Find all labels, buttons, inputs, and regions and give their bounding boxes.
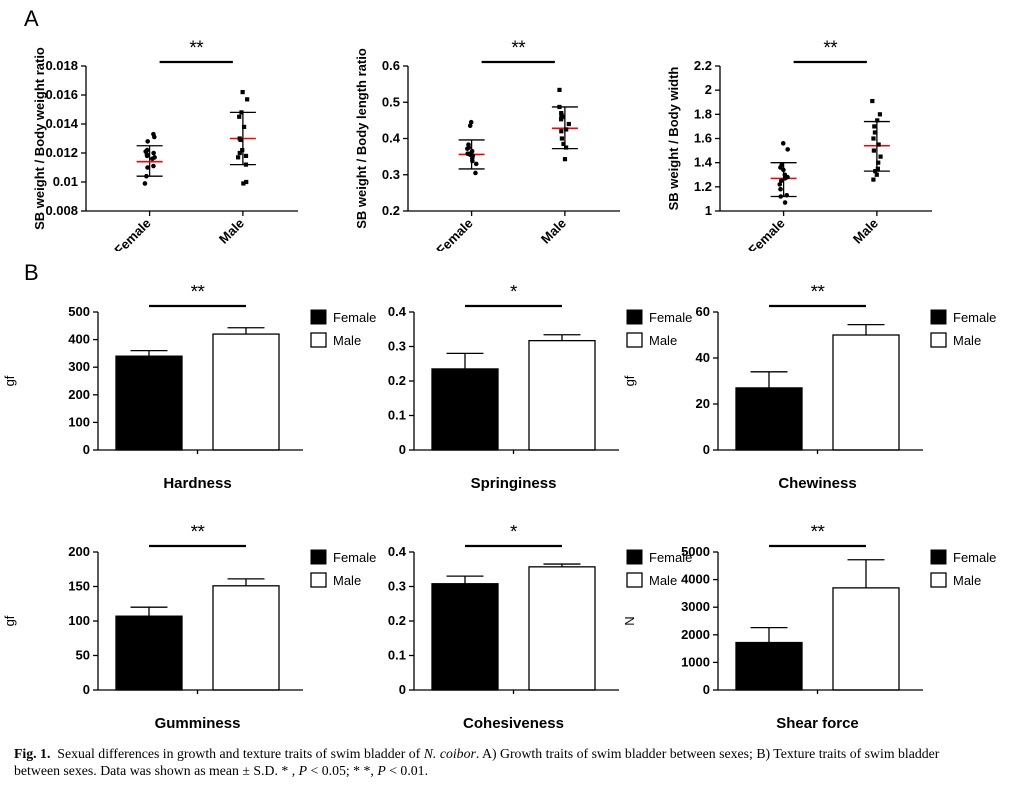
svg-text:0: 0 [399, 682, 406, 697]
svg-text:5000: 5000 [681, 544, 710, 559]
svg-text:Male: Male [850, 216, 881, 247]
svg-text:Male: Male [953, 333, 981, 348]
svg-text:Hardness: Hardness [163, 475, 231, 492]
svg-text:0: 0 [399, 442, 406, 457]
svg-text:Male: Male [216, 216, 247, 247]
svg-text:1.6: 1.6 [694, 131, 712, 146]
svg-text:SB weight / Body width: SB weight / Body width [666, 67, 681, 211]
svg-text:Female: Female [953, 310, 996, 325]
svg-text:**: ** [511, 38, 526, 59]
svg-text:0: 0 [83, 442, 90, 457]
svg-text:1: 1 [705, 203, 712, 218]
svg-text:200: 200 [68, 544, 90, 559]
svg-text:0.5: 0.5 [382, 94, 400, 109]
svg-text:SB weight / Body length ratio: SB weight / Body length ratio [354, 48, 369, 229]
svg-text:1.4: 1.4 [694, 155, 713, 170]
svg-text:20: 20 [696, 396, 710, 411]
svg-text:Female: Female [111, 216, 153, 251]
svg-text:0: 0 [83, 682, 90, 697]
svg-text:1.8: 1.8 [694, 106, 712, 121]
svg-text:0: 0 [703, 682, 710, 697]
svg-text:0.012: 0.012 [45, 145, 78, 160]
svg-text:Male: Male [538, 216, 569, 247]
svg-text:0.018: 0.018 [45, 58, 78, 73]
svg-text:0.3: 0.3 [388, 579, 406, 594]
svg-text:0.1: 0.1 [388, 648, 406, 663]
svg-text:2.2: 2.2 [694, 58, 712, 73]
svg-text:*: * [510, 285, 518, 303]
svg-text:1000: 1000 [681, 654, 710, 669]
svg-text:0.008: 0.008 [45, 203, 78, 218]
svg-text:Female: Female [433, 216, 475, 251]
svg-text:0.4: 0.4 [382, 131, 401, 146]
svg-text:1.2: 1.2 [694, 179, 712, 194]
svg-text:150: 150 [68, 579, 90, 594]
svg-text:2000: 2000 [681, 627, 710, 642]
svg-text:gf: gf [2, 615, 17, 626]
svg-text:300: 300 [68, 359, 90, 374]
svg-text:60: 60 [696, 304, 710, 319]
svg-text:40: 40 [696, 350, 710, 365]
svg-text:**: ** [191, 285, 206, 303]
svg-text:50: 50 [76, 648, 90, 663]
svg-text:100: 100 [68, 613, 90, 628]
svg-text:gf: gf [2, 375, 17, 386]
svg-text:*: * [510, 525, 518, 543]
svg-text:4000: 4000 [681, 572, 710, 587]
svg-text:0.01: 0.01 [53, 174, 78, 189]
svg-text:0.2: 0.2 [382, 203, 400, 218]
svg-text:2: 2 [705, 82, 712, 97]
svg-text:Chewiness: Chewiness [778, 475, 856, 492]
svg-text:0.6: 0.6 [382, 58, 400, 73]
svg-text:Male: Male [953, 573, 981, 588]
svg-text:**: ** [191, 525, 206, 543]
svg-text:0.4: 0.4 [388, 304, 407, 319]
svg-text:**: ** [823, 38, 838, 59]
svg-text:**: ** [811, 525, 826, 543]
svg-text:Springiness: Springiness [471, 475, 557, 492]
svg-text:Shear force: Shear force [776, 715, 859, 732]
svg-text:0.2: 0.2 [388, 373, 406, 388]
svg-text:0: 0 [703, 442, 710, 457]
svg-text:500: 500 [68, 304, 90, 319]
svg-text:N: N [622, 616, 637, 625]
svg-text:**: ** [189, 38, 204, 59]
svg-text:0.3: 0.3 [382, 167, 400, 182]
svg-text:Gumminess: Gumminess [155, 715, 241, 732]
svg-text:100: 100 [68, 414, 90, 429]
svg-text:Female: Female [745, 216, 787, 251]
svg-text:SB weight / Body weight ratio: SB weight / Body weight ratio [32, 47, 47, 230]
svg-text:Female: Female [953, 550, 996, 565]
svg-text:gf: gf [622, 375, 637, 386]
svg-text:400: 400 [68, 332, 90, 347]
svg-text:0.4: 0.4 [388, 544, 407, 559]
svg-text:0.1: 0.1 [388, 408, 406, 423]
svg-text:Cohesiveness: Cohesiveness [463, 715, 564, 732]
svg-text:0.3: 0.3 [388, 339, 406, 354]
svg-text:200: 200 [68, 387, 90, 402]
svg-text:0.014: 0.014 [45, 116, 78, 131]
svg-text:0.2: 0.2 [388, 613, 406, 628]
svg-text:0.016: 0.016 [45, 87, 78, 102]
svg-text:**: ** [811, 285, 826, 303]
svg-text:3000: 3000 [681, 599, 710, 614]
